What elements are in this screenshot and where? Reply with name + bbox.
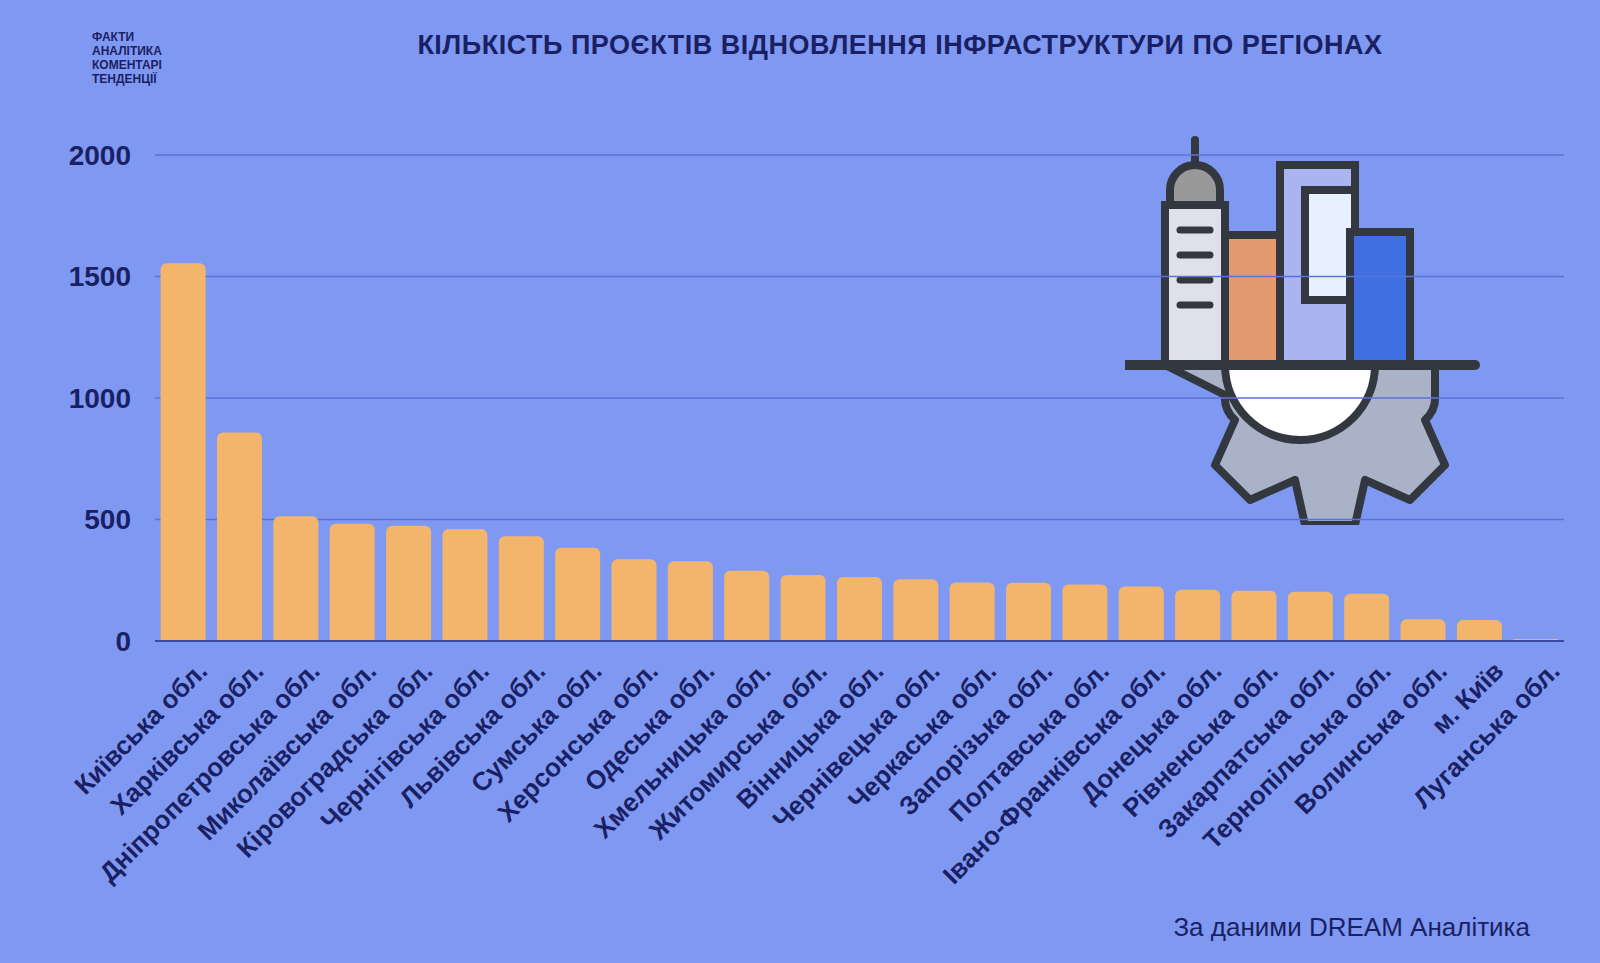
- svg-text:Івано-Франківська обл.: Івано-Франківська обл.: [937, 656, 1171, 890]
- svg-text:Миколаївська обл.: Миколаївська обл.: [191, 655, 383, 847]
- svg-text:Харківська обл.: Харківська обл.: [104, 655, 270, 821]
- svg-text:500: 500: [84, 504, 131, 535]
- html-text:ТЕНДЕНЦІЇ: ТЕНДЕНЦІЇ: [92, 72, 157, 86]
- svg-text:Донецька обл.: Донецька обл.: [1074, 655, 1228, 809]
- svg-text:Київська обл.: Київська обл.: [68, 655, 213, 801]
- html-text:За даними DREAM Аналітика: За даними DREAM Аналітика: [1173, 912, 1530, 942]
- svg-text:Дніпропетровська обл.: Дніпропетровська обл.: [93, 656, 325, 888]
- svg-text:2000: 2000: [69, 140, 131, 171]
- svg-text:Херсонська обл.: Херсонська обл.: [491, 655, 664, 829]
- svg-text:Хмельницька обл.: Хмельницька обл.: [587, 655, 777, 845]
- svg-text:Рівненська обл.: Рівненська обл.: [1116, 655, 1284, 823]
- svg-text:Волинська обл.: Волинська обл.: [1288, 655, 1453, 820]
- svg-text:Тернопільська обл.: Тернопільська обл.: [1197, 655, 1397, 856]
- svg-text:Одеська обл.: Одеська обл.: [578, 655, 721, 798]
- html-text:ФАКТИ: ФАКТИ: [92, 30, 135, 44]
- html-text:АНАЛІТИКА: АНАЛІТИКА: [92, 44, 162, 58]
- svg-text:Чернігівська обл.: Чернігівська обл.: [314, 655, 495, 836]
- html-text:КОМЕНТАРІ: КОМЕНТАРІ: [92, 58, 162, 72]
- svg-text:1500: 1500: [69, 261, 131, 292]
- svg-text:Чернівецька обл.: Чернівецька обл.: [766, 655, 946, 835]
- svg-text:Житомирська обл.: Житомирська обл.: [643, 655, 833, 846]
- svg-text:1000: 1000: [69, 383, 131, 414]
- svg-text:Львівська обл.: Львівська обл.: [393, 655, 552, 814]
- svg-text:Закарпатська обл.: Закарпатська обл.: [1151, 655, 1341, 845]
- svg-text:м. Київ: м. Київ: [1425, 655, 1510, 740]
- svg-text:Кіровоградська обл.: Кіровоградська обл.: [230, 655, 439, 864]
- svg-text:0: 0: [115, 626, 131, 657]
- svg-text:Луганська обл.: Луганська обл.: [1407, 656, 1565, 814]
- svg-text:Полтавська обл.: Полтавська обл.: [942, 655, 1115, 828]
- svg-text:Черкаська обл.: Черкаська обл.: [842, 655, 1002, 816]
- html-text:КІЛЬКІСТЬ ПРОЄКТІВ ВІДНОВЛЕННЯ: КІЛЬКІСТЬ ПРОЄКТІВ ВІДНОВЛЕННЯ ІНФРАСТРУ…: [417, 30, 1383, 60]
- svg-text:Вінницька обл.: Вінницька обл.: [730, 655, 890, 815]
- svg-text:Запорізька обл.: Запорізька обл.: [892, 655, 1059, 822]
- svg-text:Сумська обл.: Сумська обл.: [464, 655, 608, 799]
